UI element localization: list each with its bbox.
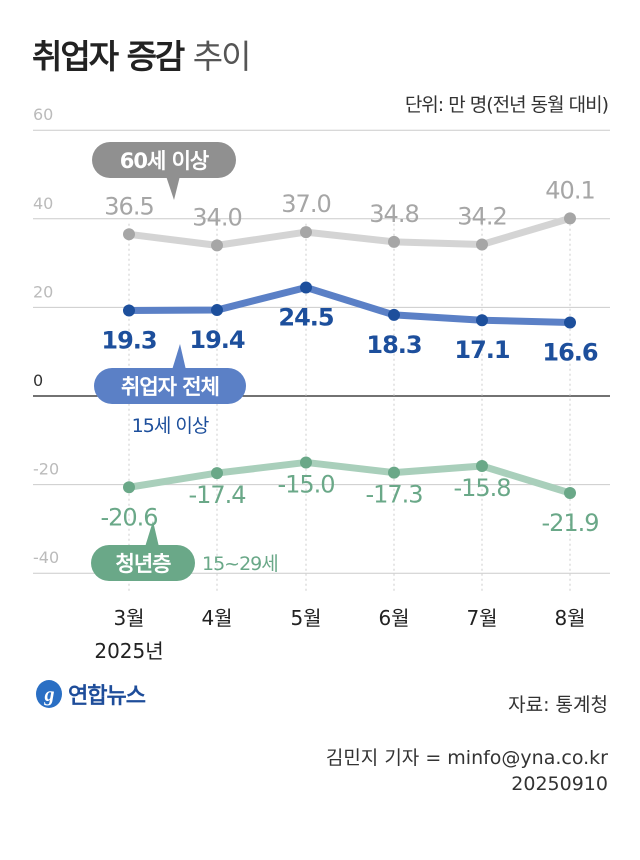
data-label: -17.4: [188, 481, 245, 509]
series-60plus-bubble: [92, 142, 236, 178]
data-label: -15.0: [277, 470, 334, 498]
data-point: [388, 235, 400, 248]
data-label: 34.8: [369, 200, 418, 228]
series-line: [128, 215, 571, 249]
data-label: -17.3: [365, 481, 422, 509]
chart-title: 취업자 증감 추이: [32, 30, 252, 78]
y-tick-label: -20: [33, 460, 59, 479]
data-point: [211, 304, 223, 317]
data-label: 37.0: [281, 190, 330, 218]
data-point: [476, 238, 488, 251]
data-label: 24.5: [278, 303, 334, 331]
data-label: 16.6: [542, 338, 598, 366]
logo-text: 연합뉴스: [68, 684, 146, 709]
data-label: -20.6: [100, 503, 157, 531]
series-60plus-label: 60세 이상: [120, 149, 209, 173]
data-label: 40.1: [545, 176, 594, 204]
data-point: [123, 304, 135, 317]
title-sub: 추이: [192, 37, 252, 76]
data-point: [123, 481, 135, 494]
data-label: 18.3: [366, 331, 421, 359]
series-total-label: 취업자 전체: [121, 375, 219, 399]
series-youth-pointer: [145, 521, 159, 547]
series-youth-label: 청년층: [116, 552, 172, 576]
x-tick-label: 8월: [554, 606, 585, 630]
source-label: 자료: 통계청: [508, 694, 608, 716]
data-point: [564, 316, 576, 329]
series-total-pointer: [172, 344, 186, 370]
y-tick-label: 20: [33, 282, 53, 301]
data-label: -15.8: [453, 474, 510, 502]
credit: 김민지 기자 = minfo@yna.co.kr 20250910: [326, 745, 608, 797]
series-youth-note: 15~29세: [202, 553, 278, 575]
data-point: [123, 228, 135, 241]
series-line: [128, 283, 571, 326]
date: 20250910: [511, 773, 608, 795]
data-label: 19.3: [101, 327, 156, 355]
series-total-bubble: [94, 368, 246, 404]
logo-icon: g: [36, 680, 62, 708]
data-label: -21.9: [541, 509, 598, 537]
data-point: [564, 212, 576, 225]
data-label: 34.2: [457, 202, 506, 230]
data-point: [476, 314, 488, 327]
data-label: 17.1: [454, 336, 510, 364]
year-label: 2025년: [94, 639, 163, 663]
data-label: 34.0: [192, 203, 241, 231]
svg-text:g: g: [44, 684, 55, 706]
y-tick-label: 40: [33, 194, 53, 213]
y-tick-label: -40: [33, 548, 59, 567]
x-tick-label: 6월: [378, 606, 409, 630]
x-tick-label: 4월: [201, 606, 232, 630]
data-label: 36.5: [104, 192, 153, 220]
data-point: [211, 467, 223, 480]
unit-label: 단위: 만 명(전년 동월 대비): [404, 94, 609, 116]
series-60plus-pointer: [166, 176, 180, 200]
data-point: [300, 281, 312, 294]
data-point: [388, 466, 400, 479]
x-tick-label: 3월: [113, 606, 144, 630]
data-point: [300, 226, 312, 239]
reporter: 김민지 기자 = minfo@yna.co.kr: [325, 747, 608, 769]
data-point: [388, 308, 400, 321]
y-tick-label: 60: [33, 105, 53, 124]
y-tick-label: 0: [33, 371, 43, 390]
title-main: 취업자 증감: [32, 37, 185, 76]
data-label: 19.4: [189, 326, 245, 354]
line-chart: 60 40 20 0 -20 -40 3월 4월 5월 6월 7월 8월 2025년 36.5 34.0 37…: [33, 105, 610, 663]
series-total-note: 15세 이상: [132, 415, 209, 437]
x-tick-label: 7월: [466, 606, 497, 630]
yonhap-logo: g 연합뉴스: [34, 678, 146, 710]
data-point: [211, 239, 223, 252]
series-line: [128, 458, 572, 497]
data-point: [564, 487, 576, 500]
series-youth-bubble: [91, 545, 195, 581]
data-point: [300, 456, 312, 469]
x-tick-label: 5월: [290, 606, 321, 630]
data-point: [476, 459, 488, 472]
